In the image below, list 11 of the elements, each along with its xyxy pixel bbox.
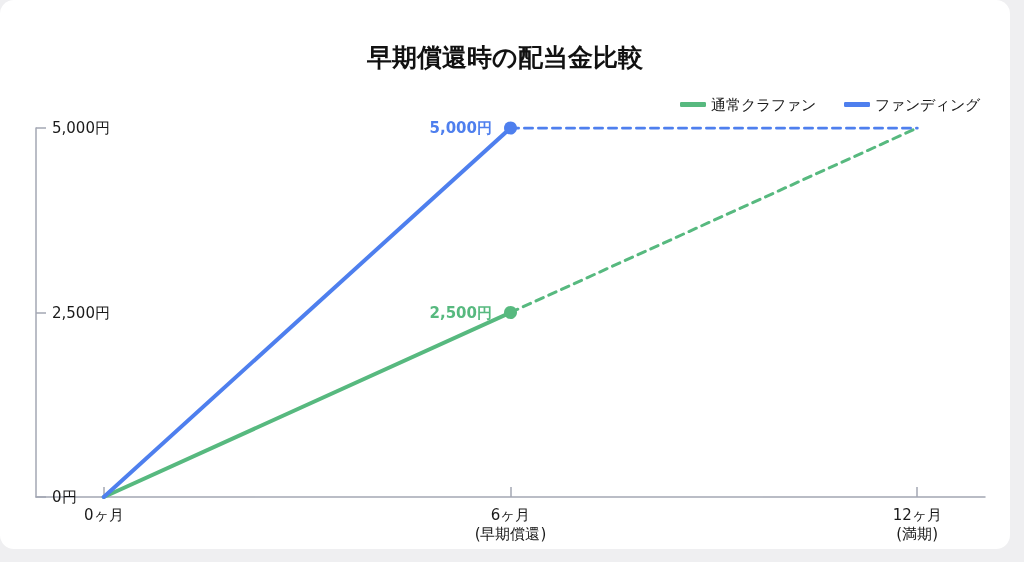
y-tick-label: 0円 — [52, 488, 77, 506]
x-tick-label: 0ヶ月 — [84, 505, 124, 524]
y-tick-label: 2,500円 — [52, 303, 110, 322]
legend-label: 通常クラファン — [711, 95, 816, 114]
x-tick-label: 12ヶ月 (満期) — [892, 505, 942, 543]
data-label: 2,500円 — [429, 303, 492, 322]
y-tick-label: 5,000円 — [52, 119, 110, 137]
data-label: 5,000円 — [429, 119, 492, 137]
chart-title: 早期償還時の配当金比較 — [366, 43, 644, 72]
legend-label: ファンディング — [875, 95, 981, 114]
x-tick-label: 6ヶ月 (早期償還) — [474, 505, 547, 543]
